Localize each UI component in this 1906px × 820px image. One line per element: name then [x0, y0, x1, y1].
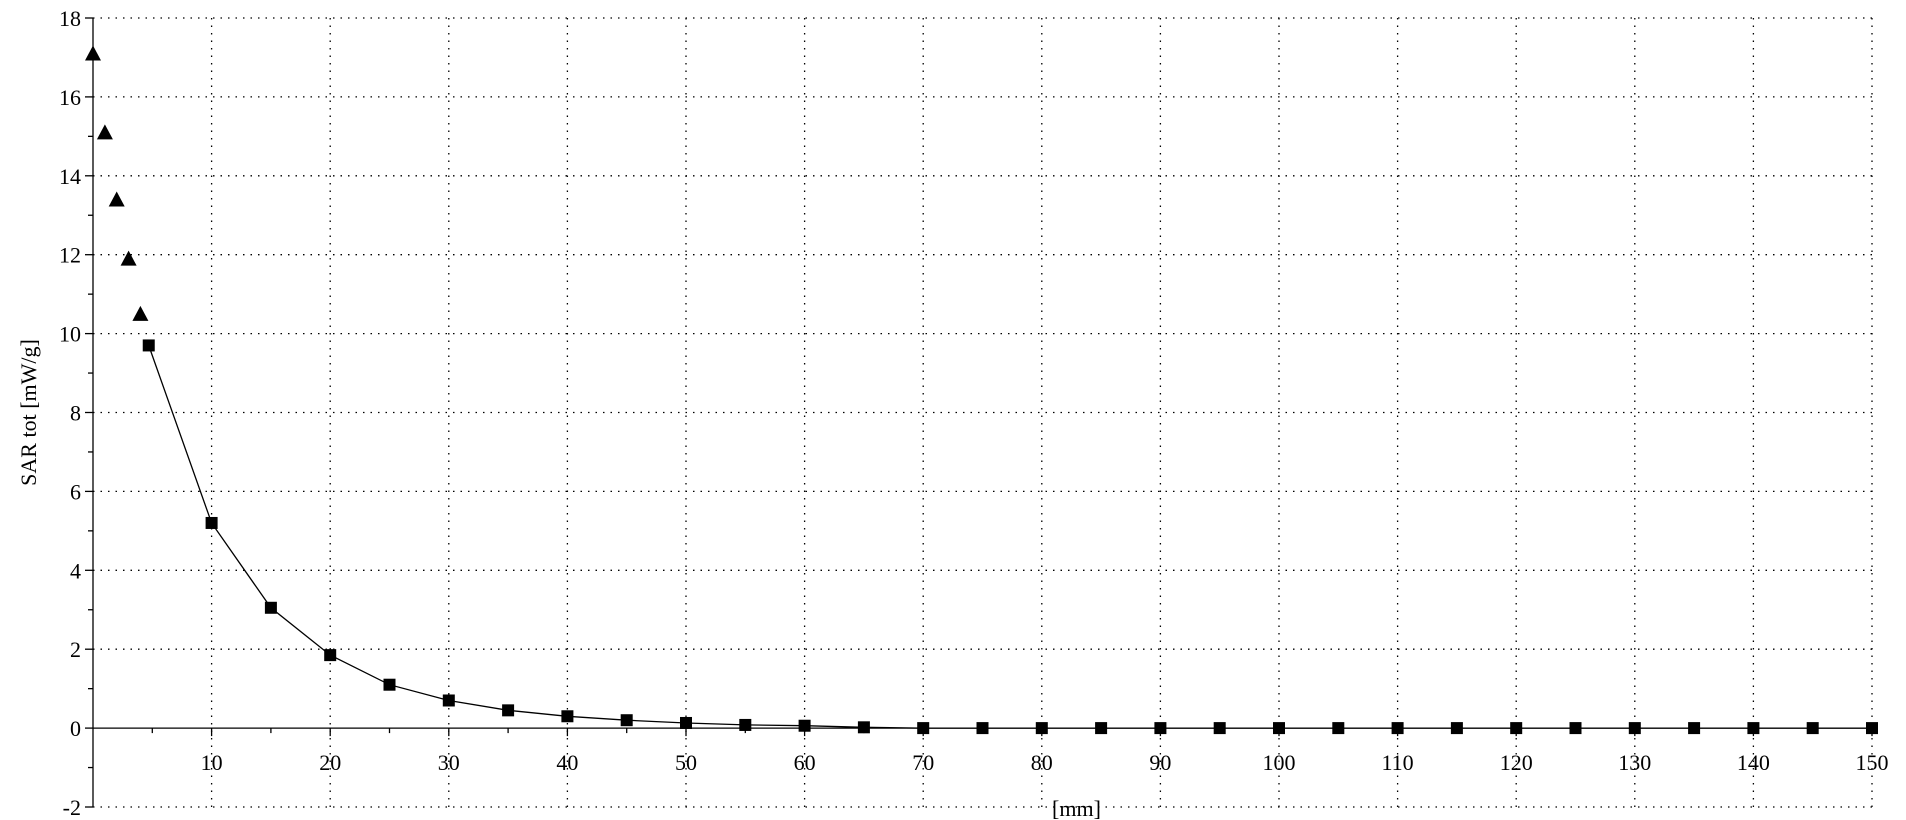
- data-point-square: [1273, 722, 1285, 735]
- x-tick-label: 20: [319, 750, 341, 775]
- x-tick-label: 140: [1737, 750, 1770, 775]
- data-point-square: [917, 722, 930, 735]
- data-point-square: [1213, 722, 1226, 735]
- y-tick-label: 14: [59, 164, 81, 189]
- data-point-triangle: [120, 250, 137, 266]
- grid: [93, 17, 1873, 808]
- x-tick-label: 80: [1031, 750, 1053, 775]
- x-tick-label: 100: [1263, 750, 1296, 775]
- data-point-square: [976, 722, 989, 735]
- y-tick-label: -2: [63, 795, 81, 820]
- data-point-triangle: [108, 191, 125, 207]
- x-tick-label: 30: [438, 750, 460, 775]
- y-tick-label: 12: [59, 243, 81, 268]
- data-point-square: [1095, 722, 1108, 735]
- data-point-square: [1391, 722, 1404, 735]
- data-point-square: [798, 719, 811, 732]
- y-axis-label: SAR tot [mW/g]: [16, 339, 41, 486]
- x-tick-label: 120: [1500, 750, 1533, 775]
- data-point-square: [1450, 722, 1463, 735]
- data-point-square: [502, 704, 515, 717]
- x-axis-label: [mm]: [1052, 796, 1101, 820]
- data-point-square: [857, 721, 870, 734]
- data-point-square: [264, 601, 277, 614]
- data-point-square: [142, 339, 155, 352]
- series: [85, 45, 1878, 735]
- data-point-square: [1510, 722, 1523, 735]
- data-point-square: [1866, 722, 1878, 735]
- data-point-square: [739, 718, 752, 731]
- data-point-square: [1747, 722, 1760, 735]
- y-tick-label: 8: [70, 401, 81, 426]
- x-tick-label: 40: [556, 750, 578, 775]
- data-point-triangle: [96, 124, 113, 140]
- y-tick-label: 4: [70, 558, 81, 583]
- data-point-square: [1035, 722, 1048, 735]
- y-tick-label: 10: [59, 322, 81, 347]
- data-point-square: [680, 716, 692, 729]
- x-tick-label: 130: [1618, 750, 1651, 775]
- data-point-square: [1628, 722, 1641, 735]
- y-tick-label: 6: [70, 479, 81, 504]
- data-point-square: [1806, 722, 1819, 735]
- x-tick-label: 50: [675, 750, 697, 775]
- data-point-square: [1154, 722, 1167, 735]
- data-point-square: [1332, 722, 1345, 735]
- series-line: [148, 345, 1872, 729]
- data-point-square: [561, 710, 574, 723]
- data-point-square: [442, 694, 455, 707]
- x-tick-label: 90: [1149, 750, 1171, 775]
- x-tick-label: 150: [1856, 750, 1889, 775]
- data-point-square: [1688, 722, 1701, 735]
- y-tick-label: 2: [70, 637, 81, 662]
- data-point-triangle: [85, 45, 101, 61]
- y-tick-label: 18: [59, 6, 81, 31]
- x-tick-label: 110: [1382, 750, 1414, 775]
- y-tick-label: 16: [59, 85, 81, 110]
- data-point-square: [620, 714, 633, 727]
- data-point-square: [1569, 722, 1582, 735]
- tick-labels: -2 0 2 4 6 8 10 12 14 16 18 10 20 30 40 50 60 70 80 90 100 11…: [59, 6, 1889, 820]
- data-point-triangle: [132, 305, 149, 321]
- data-point-square: [383, 678, 396, 691]
- x-tick-label: 10: [201, 750, 223, 775]
- x-tick-label: 70: [912, 750, 934, 775]
- data-point-square: [324, 649, 337, 662]
- data-point-square: [205, 516, 218, 529]
- y-tick-label: 0: [70, 716, 81, 741]
- x-tick-label: 60: [794, 750, 816, 775]
